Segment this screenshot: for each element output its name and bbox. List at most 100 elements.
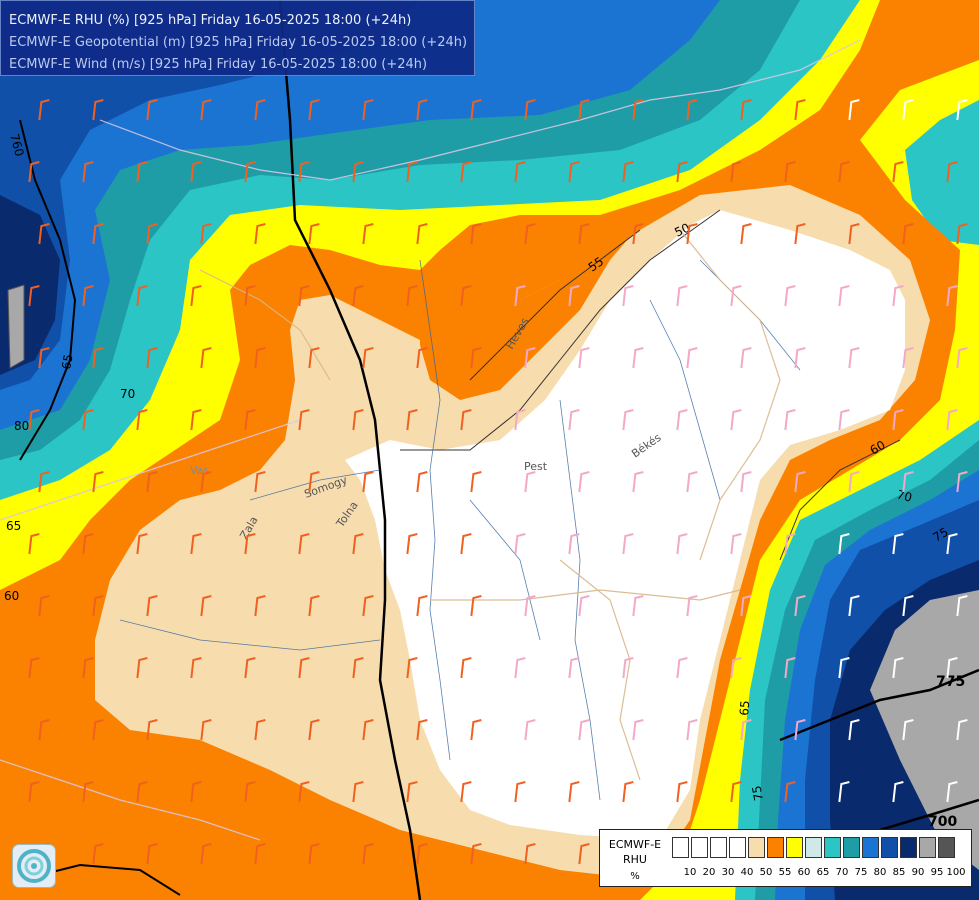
wind-barb [838,781,850,803]
wind-barb [146,595,158,617]
title-line-wind: ECMWF-E Wind (m/s) [925 hPa] Friday 16-0… [9,57,428,72]
wind-barb [892,533,904,555]
wind-barb [838,657,850,679]
wind-barb [956,223,968,245]
wind-barb [794,347,806,369]
wind-barb [416,843,428,865]
wind-barb [92,719,104,741]
wind-barb [892,657,904,679]
wind-barb [730,285,742,307]
wind-barb [136,781,148,803]
wind-barb [38,223,50,245]
wind-barb [946,657,958,679]
wind-barb [740,719,752,741]
wind-barb [308,843,320,865]
wind-barb [460,409,472,431]
wind-barb [622,409,634,431]
wind-barb [892,285,904,307]
rhu-band-cyan-ne [905,100,979,245]
legend-swatch [900,837,917,858]
wind-barb [92,471,104,493]
wind-barb [244,781,256,803]
wind-barb [146,347,158,369]
wind-barbs [28,99,968,865]
legend-swatch [710,837,727,858]
wind-barb [352,285,364,307]
wind-barb [352,781,364,803]
wind-barb [902,99,914,121]
wind-barb [38,719,50,741]
observatory-swirl-icon[interactable] [12,844,56,888]
wind-barb [352,533,364,555]
wind-barb [838,161,850,183]
wind-barb [740,347,752,369]
wind-barb [416,347,428,369]
wind-barb [902,471,914,493]
contour-label: 760 [7,132,26,158]
color-legend: ECMWF-E RHU % 10 20 30 40 50 55 60 65 70 75 80 85 90… [599,829,972,887]
wind-barb [82,409,94,431]
title-line-geopotential: ECMWF-E Geopotential (m) [925 hPa] Frida… [9,35,468,50]
legend-tick-label: 30 [721,867,735,878]
legend-tick-label: 85 [892,867,906,878]
wind-barb [676,285,688,307]
contour-label: 60 [4,589,19,603]
wind-barb [892,161,904,183]
legend-model: ECMWF-E [608,838,662,851]
wind-barb [38,595,50,617]
wind-barb [362,843,374,865]
wind-barb [514,657,526,679]
wind-barb [460,161,472,183]
wind-barb [28,657,40,679]
wind-barb [784,161,796,183]
geopotential-contour-700 [879,798,979,832]
contour-label: 65 [59,353,75,370]
wind-barb [956,595,968,617]
legend-tick-label: 75 [854,867,868,878]
wind-barb [190,657,202,679]
wind-barb [622,657,634,679]
wind-barb [524,223,536,245]
wind-barb [200,719,212,741]
wind-barb [244,657,256,679]
wind-barb [740,471,752,493]
wind-barb [676,781,688,803]
wind-barb [308,719,320,741]
contour-label: 65 [737,700,752,716]
wind-barb [524,595,536,617]
wind-barb [946,285,958,307]
wind-barb [92,347,104,369]
wind-barb [730,657,742,679]
wind-barb [686,347,698,369]
wind-barb [676,533,688,555]
wind-barb [308,595,320,617]
wind-barb [892,781,904,803]
wind-barb [794,719,806,741]
wind-barb [784,657,796,679]
wind-barb [622,781,634,803]
wind-barb [730,781,742,803]
wind-barb [362,471,374,493]
rhu-band-white [345,210,905,840]
wind-barb [190,533,202,555]
region-borders [199,229,781,781]
wind-barb [352,657,364,679]
wind-barb [470,595,482,617]
legend-tick-label: 50 [759,867,773,878]
wind-barb [470,223,482,245]
legend-tick-label: 20 [702,867,716,878]
wind-barb [28,533,40,555]
wind-barb [254,595,266,617]
wind-barb [416,471,428,493]
wind-barb [524,99,536,121]
wind-barb [406,657,418,679]
wind-barb [686,595,698,617]
wind-barb [632,719,644,741]
wind-barb [568,409,580,431]
wind-barb [730,409,742,431]
contour-label: 80 [14,419,29,433]
wind-barb [848,471,860,493]
wind-barb [730,533,742,555]
legend-swatch [729,837,746,858]
wind-barb [686,719,698,741]
